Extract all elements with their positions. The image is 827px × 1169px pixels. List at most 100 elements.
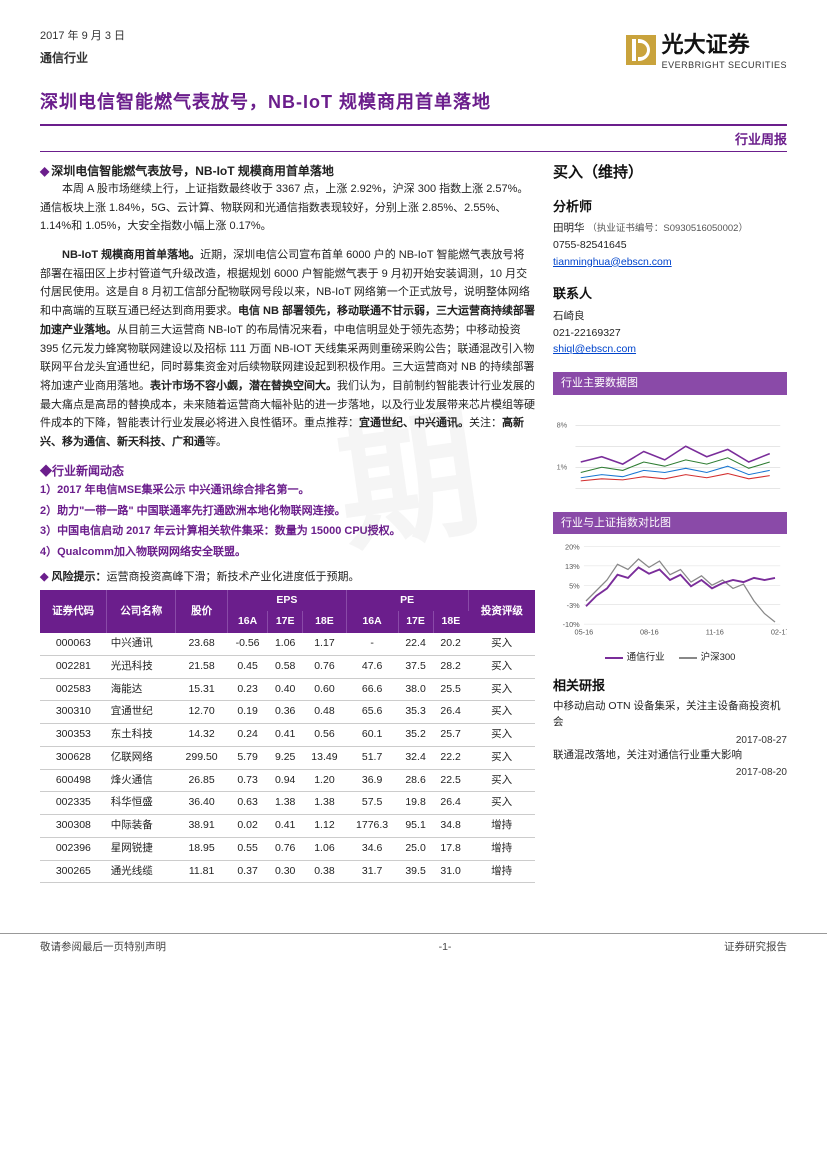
th-sub: 16A — [346, 611, 398, 633]
table-cell: 35.3 — [398, 701, 433, 724]
table-cell: 600498 — [40, 769, 107, 792]
table-row: 300310宜通世纪12.700.190.360.4865.635.326.4买… — [40, 701, 535, 724]
risk-note: ◆ 风险提示：运营商投资高峰下滑；新技术产业化进度低于预期。 — [40, 569, 535, 586]
table-cell: 34.6 — [346, 837, 398, 860]
svg-text:08-16: 08-16 — [640, 628, 659, 637]
table-cell: -0.56 — [228, 633, 268, 655]
table-cell: 31.0 — [433, 860, 468, 883]
table-cell: 95.1 — [398, 815, 433, 838]
table-cell: 51.7 — [346, 746, 398, 769]
analyst-email-link[interactable]: tianminghua@ebscn.com — [553, 256, 672, 268]
th-sub: 16A — [228, 611, 268, 633]
table-cell: 买入 — [468, 701, 535, 724]
table-cell: 002396 — [40, 837, 107, 860]
table-cell: 1.06 — [303, 837, 346, 860]
table-row: 300265通光线缆11.810.370.300.3831.739.531.0增… — [40, 860, 535, 883]
table-cell: 买入 — [468, 678, 535, 701]
table-cell: 买入 — [468, 746, 535, 769]
th-price: 股价 — [176, 590, 228, 634]
table-cell: 21.58 — [176, 655, 228, 678]
table-cell: 66.6 — [346, 678, 398, 701]
table-cell: 0.55 — [228, 837, 268, 860]
table-cell: 31.7 — [346, 860, 398, 883]
table-cell: 36.40 — [176, 792, 228, 815]
table-cell: 5.79 — [228, 746, 268, 769]
table-cell: 增持 — [468, 837, 535, 860]
rating-label: 买入（维持） — [553, 162, 787, 185]
table-cell: 26.85 — [176, 769, 228, 792]
related-report-date: 2017-08-27 — [553, 733, 787, 748]
th-sub: 18E — [433, 611, 468, 633]
footer-right: 证券研究报告 — [724, 940, 787, 956]
legend-item: 沪深300 — [679, 651, 736, 665]
svg-text:-3%: -3% — [567, 601, 581, 610]
table-cell: 1.06 — [268, 633, 303, 655]
table-cell: 26.4 — [433, 701, 468, 724]
contact-block: 石崎良 021-22169327 shiql@ebscn.com — [553, 308, 787, 358]
svg-text:02-17: 02-17 — [771, 628, 787, 637]
table-cell: 17.8 — [433, 837, 468, 860]
diamond-icon: ◆ — [40, 164, 49, 178]
table-cell: 002281 — [40, 655, 107, 678]
table-cell: 002335 — [40, 792, 107, 815]
table-row: 002396星网锐捷18.950.550.761.0634.625.017.8增… — [40, 837, 535, 860]
th-code: 证券代码 — [40, 590, 107, 634]
contact-email-link[interactable]: shiql@ebscn.com — [553, 343, 636, 355]
diamond-icon: ◆ — [40, 464, 52, 478]
logo-text-en: EVERBRIGHT SECURITIES — [662, 59, 787, 73]
table-cell: 中际装备 — [107, 815, 176, 838]
table-cell: 0.63 — [228, 792, 268, 815]
table-cell: 300308 — [40, 815, 107, 838]
table-cell: 300353 — [40, 724, 107, 747]
analyst-block: 田明华 （执业证书编号：S0930516050002） 0755-8254164… — [553, 220, 787, 270]
table-cell: 0.36 — [268, 701, 303, 724]
table-cell: 1.20 — [303, 769, 346, 792]
table-cell: 买入 — [468, 769, 535, 792]
table-cell: 0.73 — [228, 769, 268, 792]
table-cell: 买入 — [468, 633, 535, 655]
related-report-item: 中移动启动 OTN 设备集采，关注主设备商投资机会 — [553, 699, 787, 731]
table-cell: 光迅科技 — [107, 655, 176, 678]
table-cell: 22.2 — [433, 746, 468, 769]
chart1: 8% 1% — [553, 399, 787, 504]
table-cell: 002583 — [40, 678, 107, 701]
table-cell: 烽火通信 — [107, 769, 176, 792]
table-cell: 23.68 — [176, 633, 228, 655]
table-cell: 通光线缆 — [107, 860, 176, 883]
logo-text-cn: 光大证券 — [662, 28, 787, 61]
table-cell: 中兴通讯 — [107, 633, 176, 655]
th-sub: 17E — [268, 611, 303, 633]
table-cell: 13.49 — [303, 746, 346, 769]
legend-item: 通信行业 — [605, 651, 665, 665]
chart1-title: 行业主要数据图 — [553, 372, 787, 395]
chart2-legend: 通信行业沪深300 — [553, 651, 787, 665]
report-type-label: 行业周报 — [40, 130, 787, 150]
table-cell: 0.41 — [268, 815, 303, 838]
table-cell: 买入 — [468, 792, 535, 815]
analyst-heading: 分析师 — [553, 197, 787, 217]
table-cell: 东土科技 — [107, 724, 176, 747]
brand-logo: 光大证券 EVERBRIGHT SECURITIES — [626, 28, 787, 73]
th-rating: 投资评级 — [468, 590, 535, 634]
table-cell: 0.76 — [303, 655, 346, 678]
contact-heading: 联系人 — [553, 284, 787, 304]
table-cell: 11.81 — [176, 860, 228, 883]
table-cell: 25.5 — [433, 678, 468, 701]
table-cell: 0.56 — [303, 724, 346, 747]
table-cell: 65.6 — [346, 701, 398, 724]
table-cell: 0.30 — [268, 860, 303, 883]
table-cell: 14.32 — [176, 724, 228, 747]
table-cell: 0.24 — [228, 724, 268, 747]
svg-text:13%: 13% — [565, 562, 580, 571]
th-sub: 18E — [303, 611, 346, 633]
table-cell: 0.38 — [303, 860, 346, 883]
table-cell: 0.60 — [303, 678, 346, 701]
header: 2017 年 9 月 3 日 通信行业 光大证券 EVERBRIGHT SECU… — [40, 28, 787, 73]
table-cell: 星网锐捷 — [107, 837, 176, 860]
table-cell: 买入 — [468, 655, 535, 678]
news-item: 4）Qualcomm加入物联网网络安全联盟。 — [40, 542, 535, 563]
stock-table: 证券代码 公司名称 股价 EPS PE 投资评级 16A17E18E16A17E… — [40, 590, 535, 884]
table-cell: 47.6 — [346, 655, 398, 678]
th-pe: PE — [346, 590, 468, 612]
diamond-icon: ◆ — [40, 571, 48, 583]
